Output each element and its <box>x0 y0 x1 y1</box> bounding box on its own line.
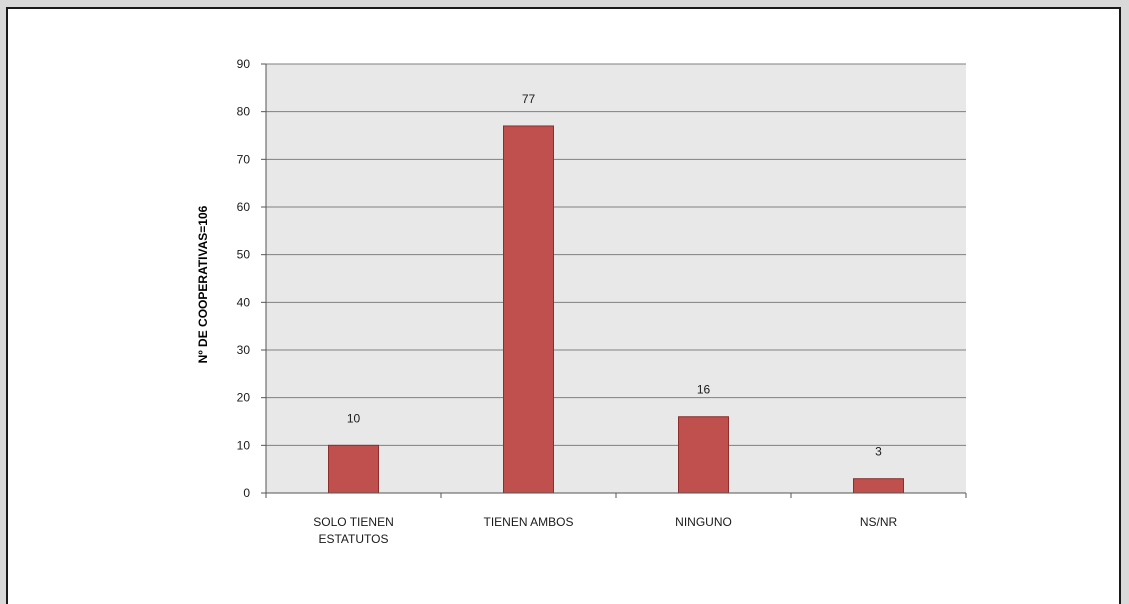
y-tick-label: 50 <box>237 248 251 262</box>
axes <box>265 64 967 498</box>
bar <box>678 416 729 494</box>
y-tick-label: 80 <box>237 105 251 119</box>
data-label: 10 <box>347 411 361 425</box>
data-label: 3 <box>875 445 882 459</box>
x-category-label: SOLO TIENEN <box>313 515 393 529</box>
y-axis-title: Nº DE COOPERATIVAS=106 <box>196 205 210 363</box>
data-label: 16 <box>697 383 711 397</box>
y-tick-label: 10 <box>237 438 251 452</box>
x-category-label: NS/NR <box>860 515 898 529</box>
bar-chart: 0 10 20 30 40 50 60 70 80 90 SOLO TIENEN ESTATUTOS… <box>196 57 967 546</box>
y-tick-label: 20 <box>237 391 251 405</box>
y-tick-label: 60 <box>237 200 251 214</box>
chart-frame: 0 10 20 30 40 50 60 70 80 90 SOLO TIENEN ESTATUTOS… <box>6 7 1121 604</box>
x-category-label: NINGUNO <box>675 515 732 529</box>
y-tick-label: 30 <box>237 343 251 357</box>
y-tick-labels: 0 10 20 30 40 50 60 70 80 90 <box>237 57 251 500</box>
plot-area <box>266 64 966 493</box>
x-category-label: TIENEN AMBOS <box>483 515 573 529</box>
y-tick-label: 40 <box>237 295 251 309</box>
y-tick-label: 90 <box>237 57 251 71</box>
bar <box>328 444 379 494</box>
gridlines <box>261 63 966 494</box>
data-labels: 10 77 16 3 <box>347 92 882 459</box>
data-label: 77 <box>522 92 536 106</box>
bar <box>503 125 554 494</box>
bar <box>853 478 904 494</box>
bars <box>328 125 904 494</box>
y-tick-label: 0 <box>243 486 250 500</box>
x-category-labels: SOLO TIENEN ESTATUTOS TIENEN AMBOS NINGUNO N… <box>313 515 897 546</box>
y-tick-label: 70 <box>237 152 251 166</box>
x-category-label: ESTATUTOS <box>318 532 388 546</box>
